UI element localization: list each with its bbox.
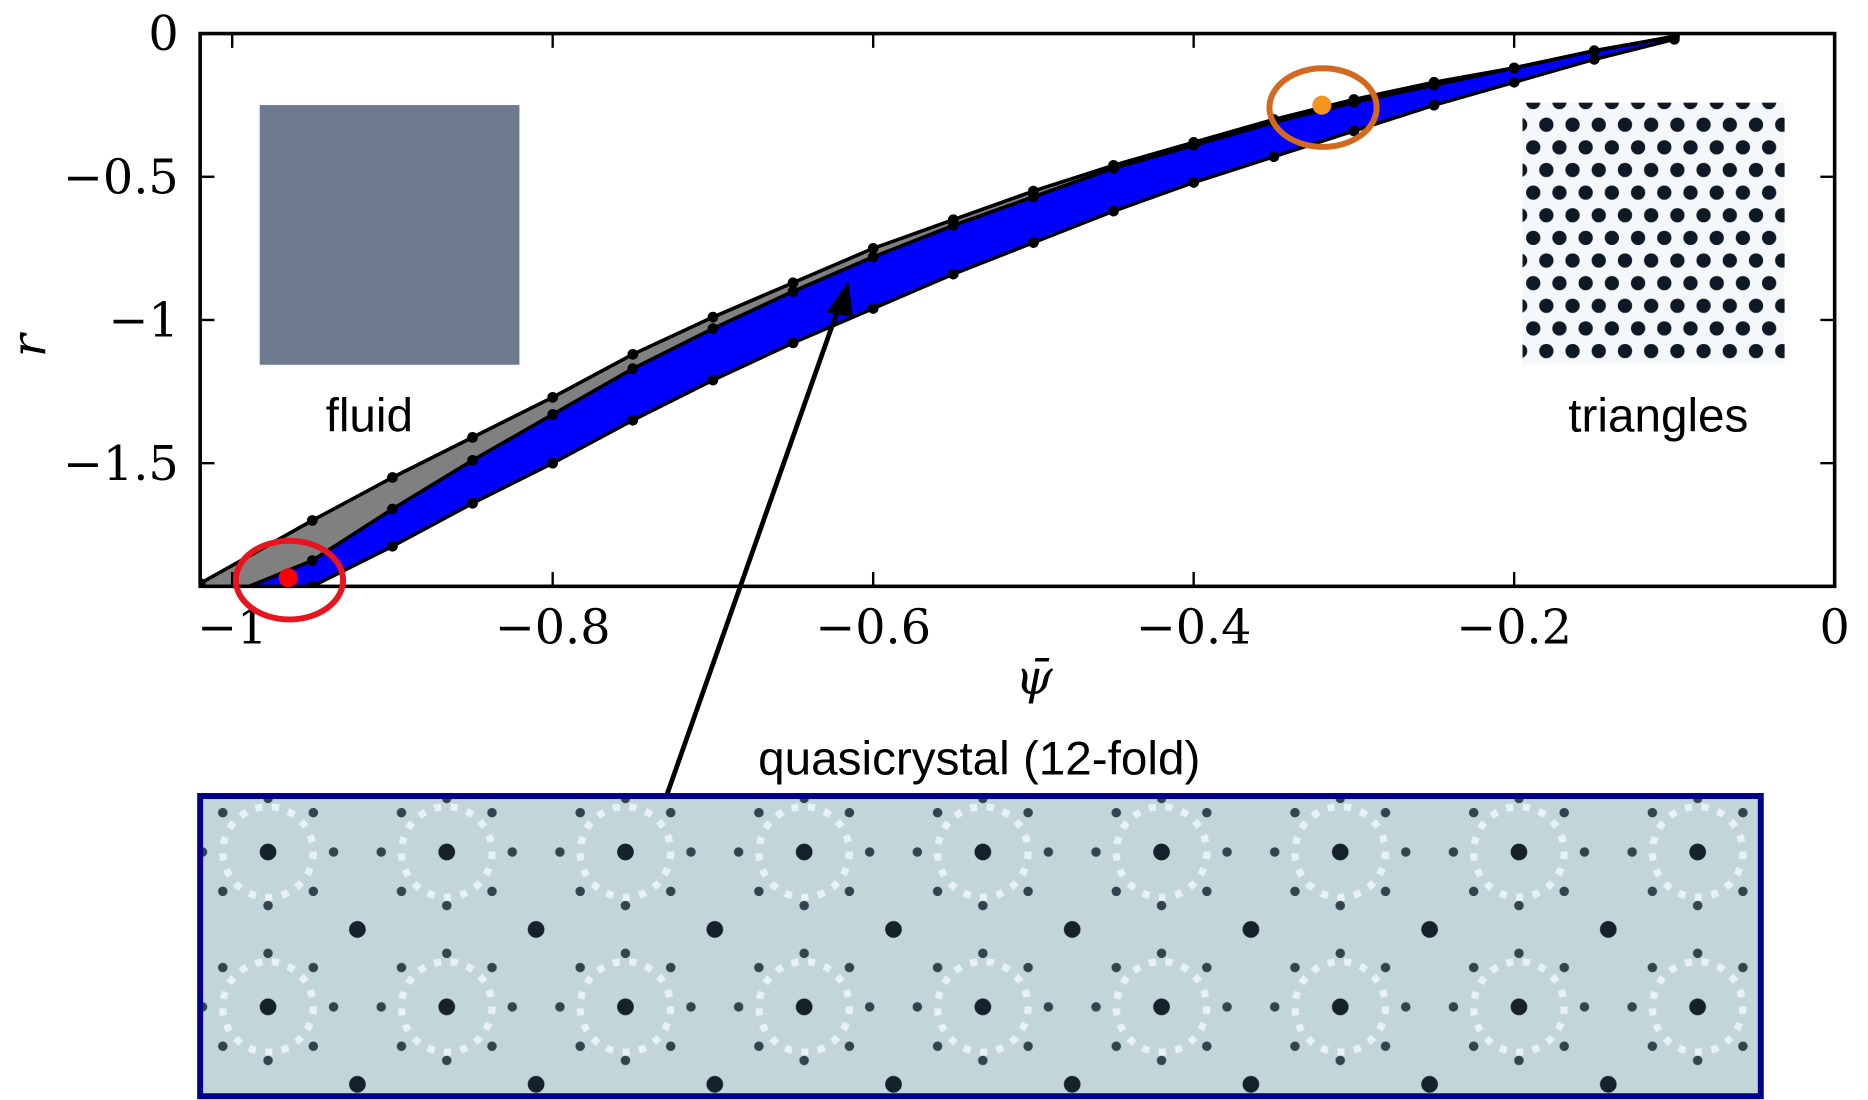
boundary-point <box>547 392 558 403</box>
boundary-point <box>708 312 719 323</box>
x-tick-label: −0.4 <box>1136 601 1252 656</box>
highlight-point <box>1312 96 1331 115</box>
fluid-inset <box>260 105 520 365</box>
boundary-point <box>467 455 478 466</box>
boundary-point <box>1268 151 1279 162</box>
x-tick-label: −0.8 <box>495 601 611 656</box>
boundary-point <box>948 269 959 280</box>
x-tick-label: 0 <box>1819 601 1849 656</box>
boundary-point <box>1429 100 1440 111</box>
boundary-point <box>1669 34 1680 45</box>
chart: −1−0.8−0.6−0.4−0.200−0.5−1−1.5 fluid tri… <box>0 0 1868 1100</box>
boundary-point <box>1589 54 1600 65</box>
boundary-point <box>627 415 638 426</box>
annotation: fluid <box>326 389 413 442</box>
boundary-point <box>547 458 558 469</box>
y-tick-label: −1.5 <box>63 437 179 492</box>
y-tick-label: −1 <box>108 294 178 349</box>
y-axis-label: r <box>2 331 57 357</box>
boundary-point <box>1188 177 1199 188</box>
boundary-point <box>788 338 799 349</box>
boundary-point <box>387 472 398 483</box>
boundary-point <box>948 220 959 231</box>
boundary-point <box>627 349 638 360</box>
boundary-point <box>467 432 478 443</box>
boundary-point <box>387 504 398 515</box>
boundary-point <box>1108 206 1119 217</box>
boundary-point <box>868 252 879 263</box>
triangles-inset <box>1523 103 1785 365</box>
boundary-point <box>1509 63 1520 74</box>
boundary-point <box>627 363 638 374</box>
x-axis-label: ψ̄ <box>1015 651 1053 706</box>
boundary-point <box>1509 77 1520 88</box>
annotation: triangles <box>1568 389 1748 442</box>
boundary-point <box>307 515 318 526</box>
boundary-point <box>1188 140 1199 151</box>
y-tick-label: −0.5 <box>63 150 179 205</box>
boundary-point <box>387 541 398 552</box>
boundary-point <box>708 323 719 334</box>
x-tick-label: −0.2 <box>1456 601 1572 656</box>
quasicrystal-inset <box>200 796 1761 1096</box>
y-tick-label: 0 <box>148 7 178 62</box>
x-tick-label: −0.6 <box>815 601 931 656</box>
boundary-point <box>1108 163 1119 174</box>
boundary-point <box>467 498 478 509</box>
annotation: quasicrystal (12-fold) <box>758 733 1200 786</box>
boundary-point <box>1028 237 1039 248</box>
boundary-point <box>1349 97 1360 108</box>
boundary-point <box>868 303 879 314</box>
boundary-point <box>788 286 799 297</box>
boundary-point <box>708 375 719 386</box>
boundary-point <box>547 409 558 420</box>
highlight-point <box>279 568 298 587</box>
boundary-point <box>1028 191 1039 202</box>
boundary-point <box>307 555 318 566</box>
boundary-point <box>1429 80 1440 91</box>
